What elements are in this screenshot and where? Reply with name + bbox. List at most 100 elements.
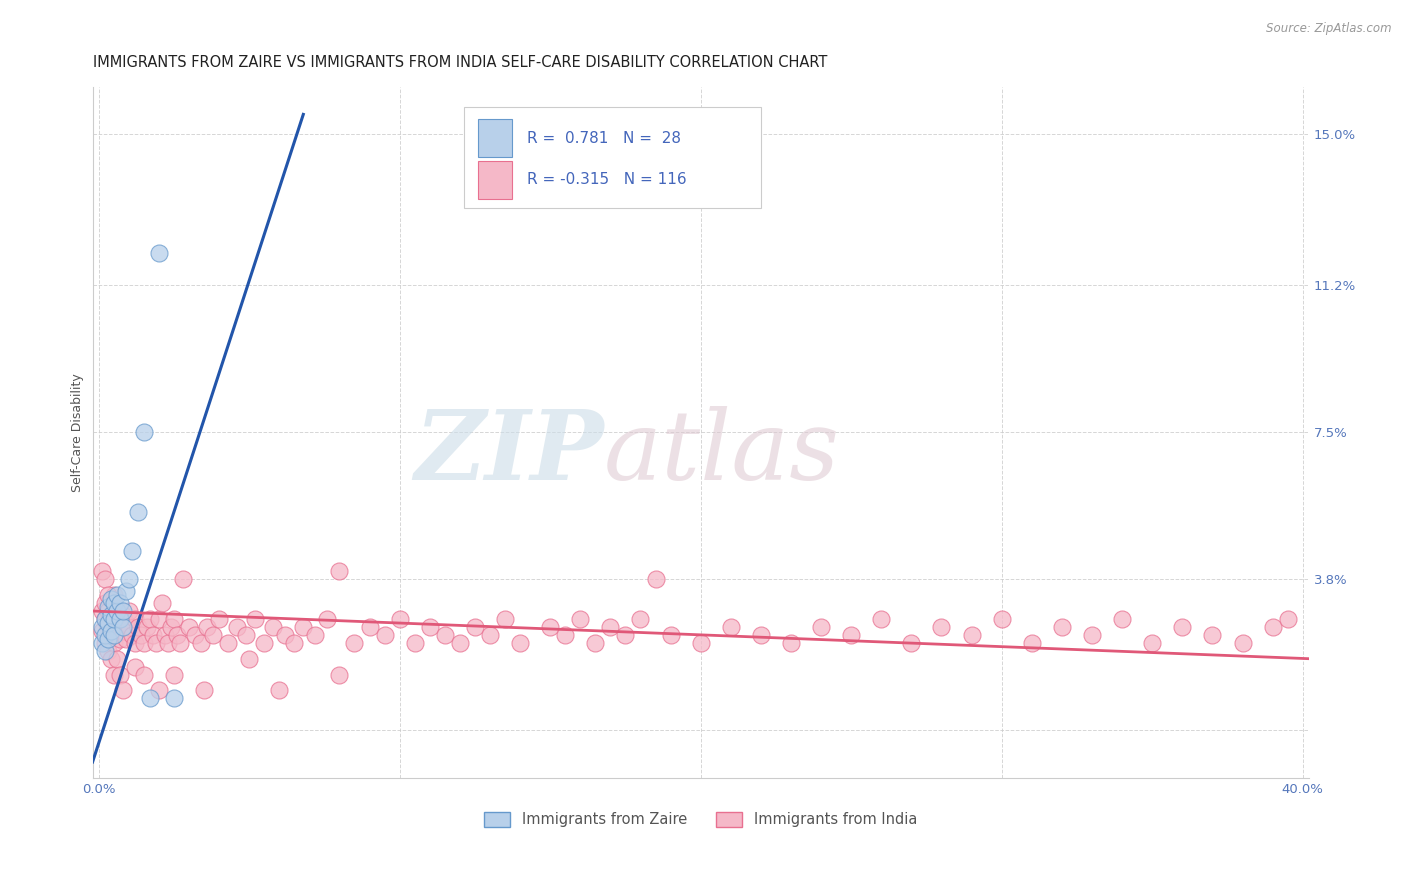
Point [97, 620, 120, 634]
Point [870, 612, 893, 626]
Point [190, 636, 212, 650]
Point [124, 659, 146, 673]
Point [780, 636, 803, 650]
Point [93, 644, 115, 658]
Point [1050, 620, 1073, 634]
Point [238, 651, 260, 665]
Point [990, 612, 1012, 626]
Point [114, 615, 136, 630]
Point [100, 607, 122, 622]
Point [118, 620, 141, 634]
Point [100, 612, 122, 626]
Point [156, 636, 179, 650]
Point [142, 628, 165, 642]
Point [509, 636, 531, 650]
Point [217, 636, 239, 650]
FancyBboxPatch shape [464, 107, 762, 208]
Point [90, 620, 112, 634]
Point [105, 588, 128, 602]
Point [111, 620, 134, 634]
Point [659, 628, 682, 642]
Point [583, 636, 606, 650]
Point [1171, 620, 1194, 634]
Point [720, 620, 742, 634]
Point [90, 624, 112, 638]
Point [433, 628, 456, 642]
Point [100, 592, 122, 607]
Point [97, 604, 120, 618]
Point [111, 624, 134, 638]
Point [184, 628, 207, 642]
Point [419, 620, 441, 634]
Point [172, 572, 194, 586]
Point [124, 612, 146, 626]
Point [97, 615, 120, 630]
Point [105, 624, 128, 638]
Point [100, 651, 122, 665]
Point [108, 632, 131, 646]
Point [166, 628, 188, 642]
Text: R =  0.781   N =  28: R = 0.781 N = 28 [527, 131, 681, 146]
Point [163, 612, 186, 626]
Point [127, 620, 149, 634]
Point [630, 612, 652, 626]
Point [90, 636, 112, 650]
Point [105, 607, 128, 622]
Point [132, 636, 155, 650]
Point [108, 596, 131, 610]
Point [108, 667, 131, 681]
Point [569, 612, 592, 626]
Point [1021, 636, 1043, 650]
Point [464, 620, 486, 634]
Point [100, 628, 122, 642]
Point [226, 620, 249, 634]
Point [810, 620, 832, 634]
Point [1140, 636, 1163, 650]
Point [1232, 636, 1254, 650]
Point [283, 636, 305, 650]
Point [1277, 612, 1299, 626]
Point [538, 620, 561, 634]
Point [103, 628, 125, 642]
Point [163, 667, 186, 681]
Point [90, 604, 112, 618]
Text: atlas: atlas [603, 406, 839, 500]
Point [111, 607, 134, 622]
Point [153, 628, 176, 642]
Point [108, 612, 131, 626]
Point [404, 636, 426, 650]
Point [93, 612, 115, 626]
Point [839, 628, 862, 642]
Point [111, 683, 134, 698]
Point [160, 620, 183, 634]
Point [195, 620, 218, 634]
Point [148, 683, 170, 698]
Point [243, 612, 266, 626]
Point [478, 628, 501, 642]
Point [93, 636, 115, 650]
Point [193, 683, 215, 698]
Point [749, 628, 772, 642]
Point [150, 596, 173, 610]
Point [274, 628, 297, 642]
Point [118, 604, 141, 618]
Point [111, 604, 134, 618]
Point [328, 564, 350, 578]
Point [374, 628, 396, 642]
Point [103, 596, 125, 610]
Point [139, 612, 162, 626]
Point [135, 620, 157, 634]
Point [127, 505, 149, 519]
Point [103, 636, 125, 650]
Point [97, 600, 120, 615]
Point [292, 620, 315, 634]
Point [169, 636, 191, 650]
Point [262, 620, 284, 634]
Point [139, 691, 162, 706]
Point [105, 651, 128, 665]
Y-axis label: Self-Care Disability: Self-Care Disability [72, 373, 84, 491]
Point [97, 644, 120, 658]
Bar [478, 161, 512, 199]
Point [121, 628, 143, 642]
Point [132, 425, 155, 440]
